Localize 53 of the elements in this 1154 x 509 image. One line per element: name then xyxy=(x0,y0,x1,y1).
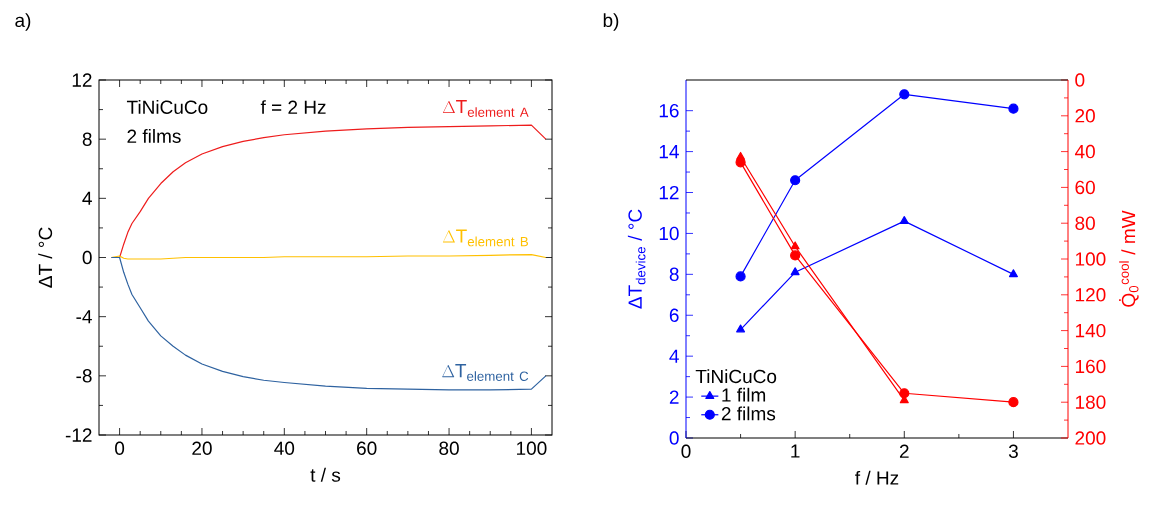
y2-tick-label: 180 xyxy=(1075,395,1106,409)
y2-tick-label: 60 xyxy=(1075,180,1095,195)
series-label: $\Delta\mathrm{T}_{\mathrm{element\ B}}$ xyxy=(442,229,528,247)
x-tick-label: 3 xyxy=(1008,444,1018,458)
y-tick-label: 8 xyxy=(82,132,92,146)
y2-tick-label: 20 xyxy=(1075,109,1095,123)
x-tick-label: 0 xyxy=(115,441,125,455)
y-tick-label: 12 xyxy=(659,185,679,200)
y2-tick-label: 100 xyxy=(1075,252,1106,266)
x-tick-label: 100 xyxy=(517,441,547,455)
y-tick-label: -12 xyxy=(65,428,92,442)
legend-label: 2 films xyxy=(721,406,776,421)
y-tick-label: 2 xyxy=(669,390,679,404)
x-tick-label: 0 xyxy=(681,444,691,458)
y2-tick-label: 160 xyxy=(1075,359,1106,374)
y-tick-label: -4 xyxy=(76,310,92,324)
x-tick-label: 20 xyxy=(192,441,212,455)
y-tick-label: 8 xyxy=(669,267,679,282)
annotation: TiNiCuCo xyxy=(126,100,208,114)
y2-tick-label: 80 xyxy=(1075,216,1095,230)
legend-label: 1 film xyxy=(722,387,766,402)
y2-tick-label: 200 xyxy=(1075,431,1106,445)
y-tick-label: 0 xyxy=(669,431,679,445)
annotation: f = 2 Hz xyxy=(260,100,326,114)
y-tick-label: 10 xyxy=(659,226,679,241)
x-tick-label: 2 xyxy=(899,444,909,458)
y-tick-label: 6 xyxy=(669,308,679,322)
x-tick-label: 1 xyxy=(791,444,800,458)
y-tick-label: 14 xyxy=(659,145,679,159)
x-axis-title: t / s xyxy=(310,467,341,482)
y2-tick-label: 0 xyxy=(1075,73,1085,87)
y-tick-label: 0 xyxy=(82,250,92,265)
y-tick-label: -8 xyxy=(76,369,92,383)
x-tick-label: 40 xyxy=(274,441,295,455)
legend-title: TiNiCuCo xyxy=(695,369,777,384)
x-tick-label: 80 xyxy=(439,441,459,455)
y-tick-label: 12 xyxy=(72,73,92,87)
text: b) xyxy=(603,13,619,31)
y-axis-title: ΔT / °C xyxy=(38,227,53,288)
series-label: $\Delta\mathrm{T}_{\mathrm{element\ C}}$ xyxy=(442,364,529,381)
x-axis-title: f / Hz xyxy=(855,470,899,485)
y-axis-title: ΔT$_{device}$ / °C xyxy=(627,209,646,309)
y2-tick-label: 40 xyxy=(1074,144,1095,159)
y-tick-label: 16 xyxy=(659,103,679,118)
annotation: 2 films xyxy=(127,129,181,143)
y2-tick-label: 120 xyxy=(1075,288,1106,302)
y2-axis-title: Q̇$_{0}$$^{cool}$ / mW xyxy=(1119,210,1139,307)
x-tick-label: 60 xyxy=(357,441,377,455)
series-label: $\Delta\mathrm{T}_{\mathrm{element\ A}}$ xyxy=(442,100,529,117)
y-tick-label: 4 xyxy=(669,349,679,363)
y2-tick-label: 140 xyxy=(1075,323,1106,338)
text: a) xyxy=(15,13,31,31)
y-tick-label: 4 xyxy=(82,191,92,205)
